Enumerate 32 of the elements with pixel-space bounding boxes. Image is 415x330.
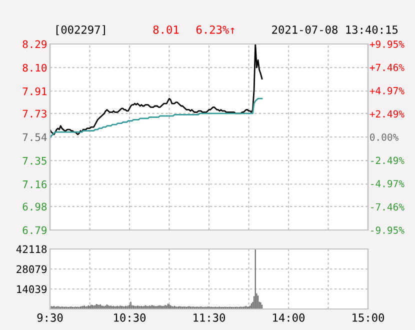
y-tick-label: 7.16 xyxy=(22,180,47,188)
line-series xyxy=(50,98,263,139)
y2-tick-label: -7.46% xyxy=(371,203,404,211)
x-tick-label: 10:30 xyxy=(114,313,146,322)
y-tick-label: 6.98 xyxy=(22,202,47,211)
x-tick-label: 14:00 xyxy=(273,313,305,322)
y2-tick-label: +4.97% xyxy=(370,87,404,94)
y2-tick-label: +7.46% xyxy=(370,64,404,72)
y-tick-label: 28079 xyxy=(16,265,47,274)
y2-tick-label: -9.95% xyxy=(371,226,404,234)
y-tick-label: 7.35 xyxy=(22,156,46,165)
y2-tick-label: -2.49% xyxy=(371,156,404,164)
y-tick-label: 14039 xyxy=(17,285,47,294)
y-tick-label: 7.91 xyxy=(22,87,47,96)
text: 8.01 xyxy=(153,25,179,34)
y-tick-label: 8.10 xyxy=(22,64,47,72)
text: [002297] xyxy=(56,25,105,36)
text: 6.23%↑ xyxy=(196,25,234,34)
x-tick-label: 15:00 xyxy=(352,313,384,322)
y2-tick-label: +9.95% xyxy=(370,40,404,48)
y-tick-label: 42118 xyxy=(16,245,47,254)
x-tick-label: 11:30 xyxy=(194,313,226,322)
y-tick-label: 7.54 xyxy=(22,133,47,142)
x-tick-label: 9:30 xyxy=(37,313,63,322)
y-tick-label: 6.79 xyxy=(22,226,47,234)
y2-tick-label: -4.97% xyxy=(371,180,404,188)
line-series xyxy=(50,44,263,136)
y2-tick-label: 0.00% xyxy=(370,134,398,141)
y-tick-label: 7.73 xyxy=(22,110,46,118)
text: 2021-07-08 13:40:15 xyxy=(272,25,398,34)
y2-tick-label: +2.49% xyxy=(370,110,404,118)
y-tick-label: 8.29 xyxy=(22,40,47,48)
